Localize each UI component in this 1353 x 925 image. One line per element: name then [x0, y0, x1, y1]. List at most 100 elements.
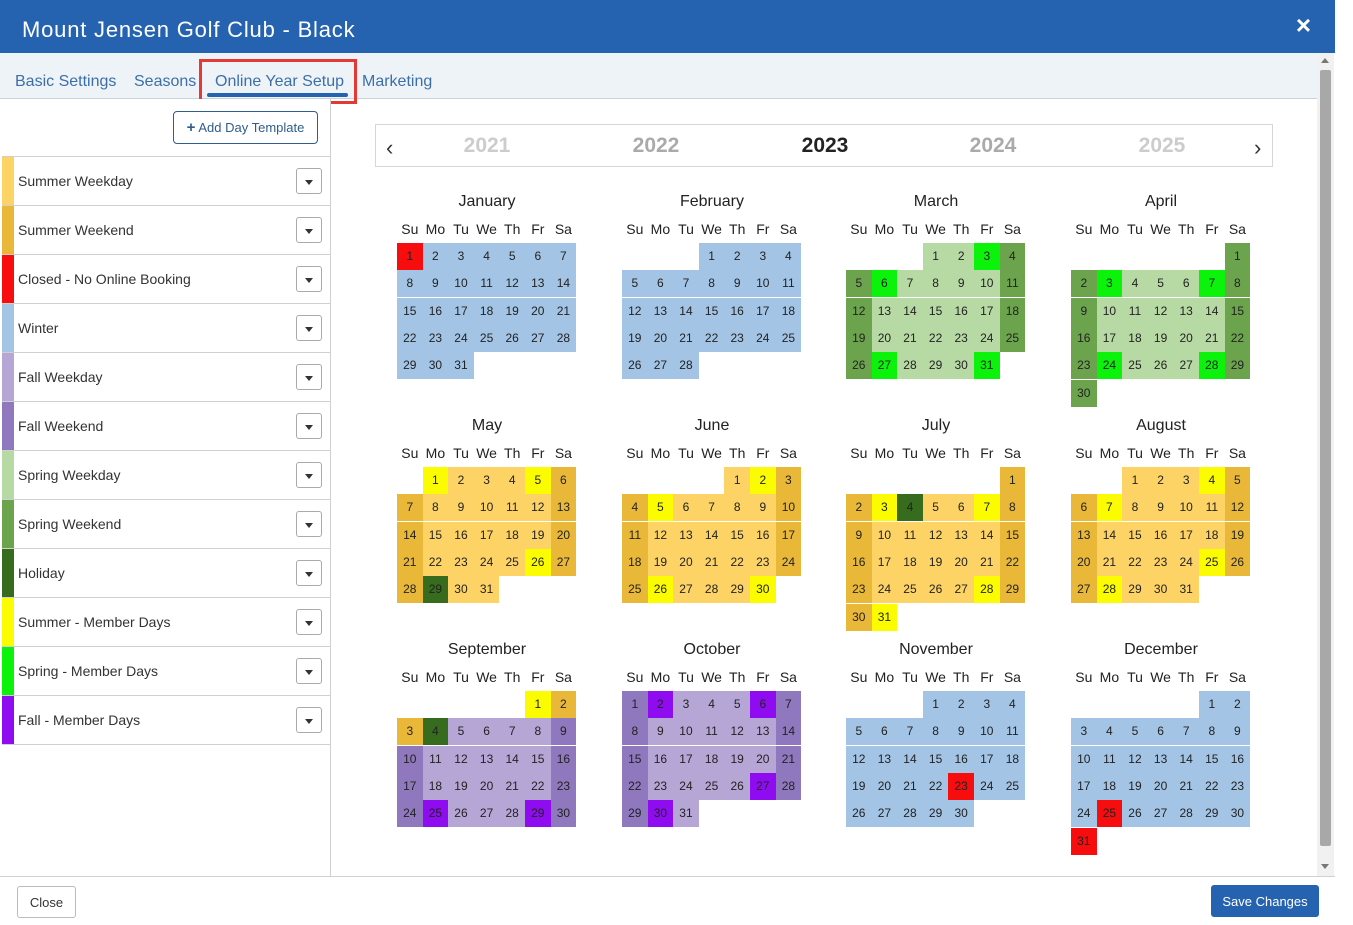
calendar-day[interactable]: 22 [922, 324, 949, 352]
calendar-day[interactable]: 4 [1096, 718, 1123, 746]
template-dropdown-button[interactable] [296, 168, 322, 194]
calendar-day[interactable]: 6 [673, 494, 699, 522]
calendar-day[interactable]: 9 [422, 270, 449, 298]
calendar-day[interactable]: 28 [698, 576, 725, 604]
calendar-day[interactable]: 26 [525, 548, 551, 576]
calendar-day[interactable]: 29 [422, 576, 449, 604]
calendar-day[interactable]: 17 [473, 521, 500, 549]
calendar-day[interactable]: 16 [1071, 324, 1097, 352]
calendar-day[interactable]: 2 [1224, 691, 1251, 718]
calendar-day[interactable]: 2 [647, 691, 674, 718]
calendar-day[interactable]: 3 [974, 243, 1000, 270]
calendar-day[interactable]: 22 [525, 772, 551, 800]
calendar-day[interactable]: 26 [448, 800, 474, 828]
calendar-day[interactable]: 6 [871, 270, 898, 298]
calendar-day[interactable]: 10 [1096, 297, 1123, 325]
calendar-day[interactable]: 4 [1122, 270, 1148, 298]
calendar-day[interactable]: 20 [948, 548, 974, 576]
calendar-day[interactable]: 12 [1147, 297, 1174, 325]
next-year-icon[interactable]: › [1254, 135, 1262, 160]
calendar-day[interactable]: 22 [422, 548, 449, 576]
calendar-day[interactable]: 1 [525, 691, 551, 718]
calendar-day[interactable]: 15 [922, 297, 949, 325]
calendar-day[interactable]: 22 [397, 324, 423, 352]
year-2023-selected[interactable]: 2023 [801, 134, 849, 157]
calendar-day[interactable]: 24 [1096, 352, 1123, 380]
calendar-day[interactable]: 26 [724, 772, 750, 800]
calendar-day[interactable]: 19 [622, 324, 648, 352]
calendar-day[interactable]: 29 [999, 576, 1026, 604]
calendar-day[interactable]: 1 [922, 243, 949, 270]
calendar-day[interactable]: 3 [1096, 270, 1123, 298]
calendar-day[interactable]: 13 [871, 745, 898, 773]
calendar-day[interactable]: 12 [1122, 745, 1148, 773]
calendar-day[interactable]: 27 [1071, 576, 1097, 604]
calendar-day[interactable]: 18 [1096, 772, 1123, 800]
calendar-day[interactable]: 11 [422, 745, 449, 773]
calendar-day[interactable]: 29 [922, 352, 949, 380]
calendar-day[interactable]: 14 [1173, 745, 1199, 773]
calendar-day[interactable]: 4 [897, 494, 923, 522]
calendar-day[interactable]: 1 [622, 691, 648, 718]
calendar-day[interactable]: 30 [948, 800, 974, 828]
calendar-day[interactable]: 19 [647, 548, 674, 576]
calendar-day[interactable]: 6 [750, 691, 776, 718]
calendar-day[interactable]: 16 [846, 548, 872, 576]
calendar-day[interactable]: 24 [1173, 548, 1199, 576]
calendar-day[interactable]: 14 [499, 745, 525, 773]
calendar-day[interactable]: 31 [871, 603, 898, 631]
calendar-day[interactable]: 18 [422, 772, 449, 800]
calendar-day[interactable]: 29 [724, 576, 750, 604]
calendar-day[interactable]: 17 [974, 297, 1000, 325]
calendar-day[interactable]: 7 [499, 718, 525, 746]
calendar-day[interactable]: 20 [525, 297, 551, 325]
calendar-day[interactable]: 2 [1071, 270, 1097, 298]
calendar-day[interactable]: 20 [1147, 772, 1174, 800]
calendar-day[interactable]: 11 [1096, 745, 1123, 773]
calendar-day[interactable]: 4 [422, 718, 449, 746]
calendar-day[interactable]: 19 [724, 745, 750, 773]
calendar-day[interactable]: 22 [922, 772, 949, 800]
calendar-day[interactable]: 17 [1096, 324, 1123, 352]
calendar-day[interactable]: 16 [724, 297, 750, 325]
calendar-day[interactable]: 5 [1224, 467, 1251, 494]
calendar-day[interactable]: 23 [750, 548, 776, 576]
close-button[interactable]: Close [17, 886, 76, 918]
calendar-day[interactable]: 26 [1122, 800, 1148, 828]
calendar-day[interactable]: 24 [974, 772, 1000, 800]
calendar-day[interactable]: 2 [750, 467, 776, 494]
calendar-day[interactable]: 11 [897, 521, 923, 549]
calendar-day[interactable]: 17 [673, 745, 699, 773]
calendar-day[interactable]: 10 [1173, 494, 1199, 522]
calendar-day[interactable]: 25 [999, 324, 1026, 352]
calendar-day[interactable]: 15 [422, 521, 449, 549]
calendar-day[interactable]: 16 [550, 745, 577, 773]
template-row[interactable]: Fall Weekday [2, 353, 330, 402]
calendar-day[interactable]: 10 [974, 270, 1000, 298]
calendar-day[interactable]: 28 [397, 576, 423, 604]
tab-basic-settings[interactable]: Basic Settings [15, 73, 117, 90]
calendar-day[interactable]: 11 [999, 270, 1026, 298]
calendar-day[interactable]: 30 [1147, 576, 1174, 604]
calendar-day[interactable]: 25 [897, 576, 923, 604]
calendar-day[interactable]: 13 [948, 521, 974, 549]
calendar-day[interactable]: 2 [948, 691, 974, 718]
calendar-day[interactable]: 7 [974, 494, 1000, 522]
calendar-day[interactable]: 28 [1096, 576, 1123, 604]
calendar-day[interactable]: 22 [622, 772, 648, 800]
calendar-day[interactable]: 14 [974, 521, 1000, 549]
calendar-day[interactable]: 26 [846, 352, 872, 380]
scrollbar-thumb[interactable] [1320, 70, 1331, 846]
calendar-day[interactable]: 22 [724, 548, 750, 576]
calendar-day[interactable]: 1 [698, 243, 725, 270]
calendar-day[interactable]: 5 [647, 494, 674, 522]
calendar-day[interactable]: 21 [974, 548, 1000, 576]
calendar-day[interactable]: 16 [948, 745, 974, 773]
calendar-day[interactable]: 5 [1147, 270, 1174, 298]
calendar-day[interactable]: 15 [698, 297, 725, 325]
tab-marketing[interactable]: Marketing [362, 73, 433, 90]
calendar-day[interactable]: 28 [775, 772, 802, 800]
calendar-day[interactable]: 14 [1096, 521, 1123, 549]
calendar-day[interactable]: 12 [1224, 494, 1251, 522]
calendar-day[interactable]: 21 [897, 324, 923, 352]
